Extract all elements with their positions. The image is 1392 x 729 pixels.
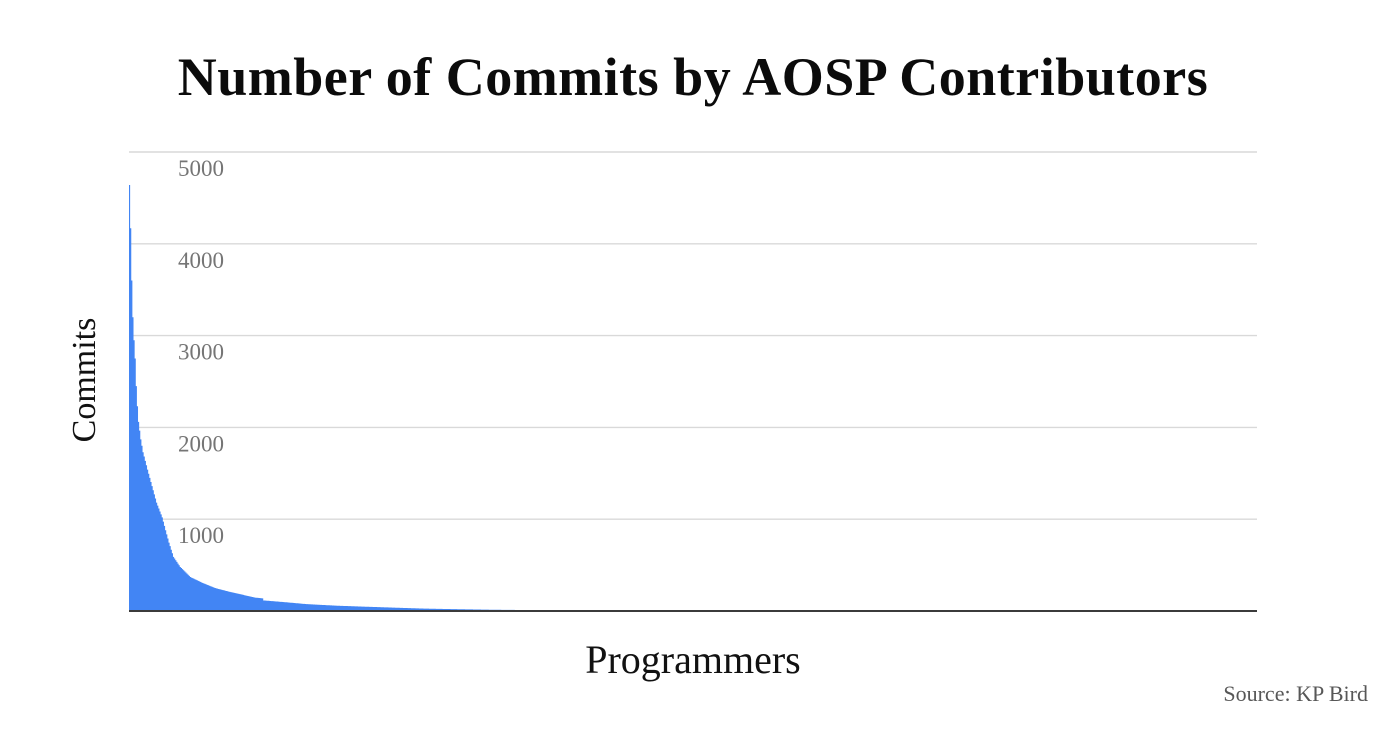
y-tick-label: 4000 [178, 248, 224, 273]
y-tick-label: 5000 [178, 156, 224, 181]
y-tick-label: 1000 [178, 523, 224, 548]
x-axis-title: Programmers [585, 637, 801, 682]
y-tick-label: 3000 [178, 340, 224, 365]
chart-title: Number of Commits by AOSP Contributors [177, 47, 1209, 107]
area-series [129, 185, 633, 612]
source-note: Source: KP Bird [1223, 681, 1368, 706]
y-tick-label: 2000 [178, 431, 224, 456]
